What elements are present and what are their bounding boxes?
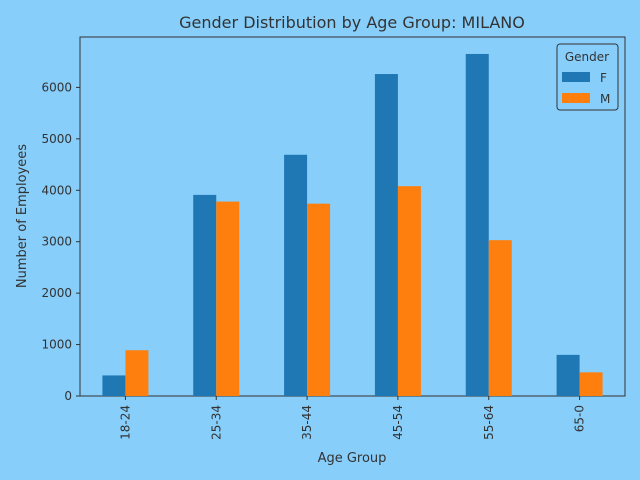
bar-M-65-0 (579, 372, 603, 396)
y-tick-label: 2000 (41, 286, 72, 300)
bar-M-55-64 (488, 240, 512, 396)
y-tick-label: 6000 (41, 80, 72, 94)
y-axis-label: Number of Employees (15, 144, 30, 288)
y-tick-label: 1000 (41, 338, 72, 352)
bar-F-55-64 (465, 53, 489, 396)
legend-title: Gender (565, 50, 609, 64)
plot-area (79, 36, 626, 397)
x-axis-label: Age Group (318, 451, 387, 466)
bar-F-45-54 (374, 74, 398, 396)
legend-label-F: F (600, 71, 607, 85)
bar-M-18-24 (125, 350, 149, 396)
x-tick-label: 55-64 (482, 405, 496, 440)
bar-M-45-54 (397, 186, 421, 396)
bar-F-25-34 (193, 194, 217, 396)
legend-label-M: M (600, 92, 610, 106)
x-axis: 18-24 25-34 35-44 45-54 55-64 65-0 (118, 396, 587, 440)
y-tick-label: 0 (64, 389, 72, 403)
x-tick-label: 65-0 (573, 405, 587, 432)
bar-F-65-0 (556, 354, 580, 396)
bar-F-18-24 (102, 375, 126, 396)
chart-title: Gender Distribution by Age Group: MILANO (179, 13, 525, 32)
bar-F-35-44 (284, 154, 308, 396)
bars-group (102, 53, 603, 396)
y-tick-label: 5000 (41, 132, 72, 146)
legend-swatch-F (562, 72, 590, 82)
bar-M-25-34 (216, 201, 240, 396)
y-tick-label: 4000 (41, 183, 72, 197)
legend-swatch-M (562, 93, 590, 103)
bar-M-35-44 (307, 203, 331, 396)
x-tick-label: 35-44 (300, 405, 314, 440)
y-axis: 0 1000 2000 3000 4000 5000 6000 (41, 80, 80, 403)
x-tick-label: 25-34 (209, 405, 223, 440)
x-tick-label: 18-24 (118, 405, 132, 440)
x-tick-label: 45-54 (391, 405, 405, 440)
legend: Gender FM (556, 43, 619, 111)
y-tick-label: 3000 (41, 235, 72, 249)
